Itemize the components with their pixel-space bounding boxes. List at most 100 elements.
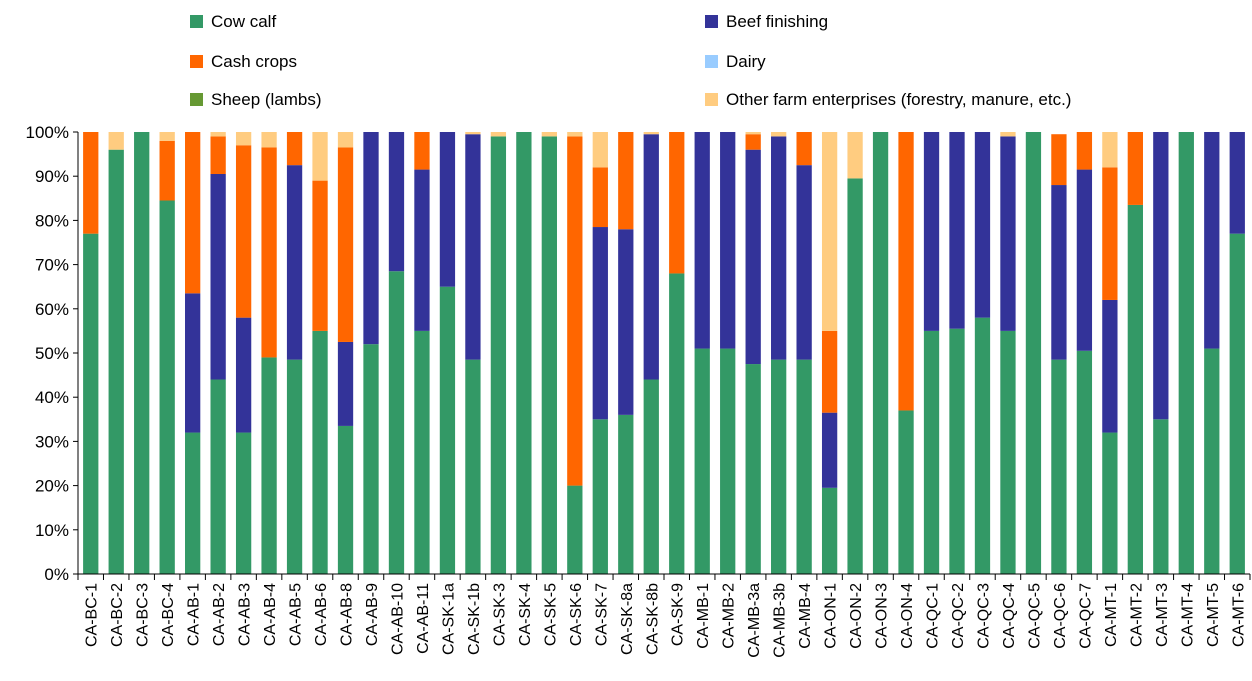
x-tick-label: CA-BC-2 [109, 583, 126, 647]
bar-segment-other-farm-enterprises [337, 132, 354, 148]
bar-group-ca-sk-3 [490, 132, 507, 575]
x-tick-label: CA-MT-4 [1179, 583, 1196, 647]
x-tick-label: CA-AB-5 [288, 583, 305, 646]
x-tick-label: CA-MT-6 [1230, 583, 1247, 647]
bar-segment-cash-crops [312, 180, 328, 331]
x-tick-label: CA-AB-11 [415, 583, 432, 654]
bar-segment-cash-crops [235, 145, 252, 318]
bar-segment-cow-calf [1076, 350, 1093, 574]
bar-segment-beef-finishing [337, 341, 354, 426]
bar-segment-cash-crops [185, 132, 201, 294]
legend-label: Sheep (lambs) [211, 90, 322, 109]
bar-segment-cow-calf [771, 359, 787, 574]
x-tick-label: CA-MB-1 [695, 583, 712, 649]
bar-segment-other-farm-enterprises [108, 132, 124, 150]
bar-segment-beef-finishing [235, 317, 252, 433]
bar-segment-beef-finishing [210, 173, 226, 380]
x-tick-label: CA-SK-8a [619, 583, 636, 655]
bar-segment-cow-calf [337, 425, 354, 574]
bar-segment-cow-calf [643, 379, 659, 574]
bar-group-ca-mb-2 [720, 132, 736, 574]
x-tick-label: CA-QC-7 [1077, 583, 1094, 649]
x-tick-label: CA-QC-6 [1052, 583, 1069, 649]
bar-segment-cow-calf [312, 330, 328, 574]
bar-segment-beef-finishing [720, 132, 736, 349]
legend-swatch [190, 93, 203, 106]
bar-segment-cow-calf [235, 432, 252, 574]
bar-segment-beef-finishing [1204, 132, 1220, 349]
bar-segment-cow-calf [516, 132, 532, 574]
bar-segment-cash-crops [618, 132, 634, 230]
bar-segment-other-farm-enterprises [159, 132, 175, 141]
bar-group-ca-mt-2 [1127, 132, 1143, 574]
bar-group-ca-bc-2 [108, 132, 124, 574]
bar-segment-cow-calf [541, 136, 557, 575]
bar-group-ca-sk-4 [516, 132, 532, 574]
bar-segment-beef-finishing [414, 169, 430, 331]
x-tick-label: CA-ON-3 [874, 583, 891, 649]
bar-group-ca-on-4 [898, 132, 914, 574]
bar-group-ca-qc-5 [1025, 132, 1042, 574]
bar-group-ca-ab-10 [388, 132, 405, 574]
y-tick-label: 100% [26, 123, 69, 142]
bar-group-ca-ab-3 [235, 132, 252, 574]
x-tick-label: CA-AB-9 [364, 583, 381, 646]
bar-group-ca-sk-8b [643, 132, 659, 574]
bar-group-ca-mt-4 [1178, 132, 1194, 574]
bar-segment-beef-finishing [694, 132, 710, 349]
bar-segment-beef-finishing [643, 134, 659, 380]
bar-segment-beef-finishing [592, 227, 608, 420]
legend-label: Dairy [726, 52, 766, 71]
bar-segment-beef-finishing [923, 132, 940, 331]
x-tick-label: CA-SK-4 [517, 583, 534, 646]
x-tick-label: CA-SK-6 [568, 583, 585, 646]
x-tick-label: CA-MB-3b [772, 583, 789, 658]
bar-group-ca-sk-7 [592, 132, 608, 574]
bar-segment-cow-calf [439, 286, 456, 574]
bar-segment-beef-finishing [796, 165, 812, 360]
x-tick-label: CA-MT-2 [1128, 583, 1145, 647]
bar-group-ca-ab-11 [414, 132, 430, 574]
bar-segment-cow-calf [465, 359, 481, 574]
bar-segment-beef-finishing [1153, 132, 1169, 420]
bar-segment-other-farm-enterprises [771, 132, 787, 137]
bar-segment-cow-calf [185, 432, 201, 574]
bar-group-ca-on-3 [872, 132, 889, 574]
bar-segment-cow-calf [923, 330, 940, 574]
y-tick-label: 0% [44, 565, 69, 584]
bar-segment-cow-calf [1178, 132, 1194, 574]
bar-group-ca-qc-1 [923, 132, 940, 574]
bar-segment-other-farm-enterprises [465, 132, 481, 135]
bar-group-ca-on-1 [821, 132, 838, 574]
bar-group-ca-bc-3 [134, 132, 150, 574]
y-tick-label: 20% [35, 477, 69, 496]
bar-segment-other-farm-enterprises [1102, 132, 1118, 168]
bar-group-ca-qc-3 [974, 132, 991, 574]
y-tick-label: 10% [35, 521, 69, 540]
x-tick-label: CA-BC-4 [160, 583, 177, 647]
legend-label: Beef finishing [726, 12, 828, 31]
x-tick-label: CA-AB-8 [339, 583, 356, 646]
bar-segment-cash-crops [898, 132, 914, 411]
bar-group-ca-mt-5 [1204, 132, 1220, 574]
bar-group-ca-mb-3a [745, 132, 761, 574]
y-tick-label: 30% [35, 432, 69, 451]
legend-swatch [705, 55, 718, 68]
x-tick-label: CA-AB-4 [262, 583, 279, 646]
legend-swatch [190, 55, 203, 68]
x-tick-label: CA-SK-5 [542, 583, 559, 646]
bar-segment-cow-calf [1102, 432, 1118, 574]
x-tick-label: CA-SK-7 [593, 583, 610, 646]
bar-group-ca-qc-6 [1051, 134, 1067, 574]
bar-segment-other-farm-enterprises [312, 132, 328, 181]
bar-segment-cash-crops [1051, 134, 1067, 186]
bar-group-ca-mt-1 [1102, 132, 1118, 574]
x-tick-label: CA-QC-1 [925, 583, 942, 649]
legend-label: Cash crops [211, 52, 297, 71]
x-tick-label: CA-SK-1b [466, 583, 483, 655]
bar-segment-beef-finishing [286, 165, 303, 360]
x-tick-label: CA-ON-1 [823, 583, 840, 649]
bar-segment-cash-crops [414, 132, 430, 170]
bar-segment-cow-calf [83, 233, 99, 574]
bar-group-ca-mb-1 [694, 132, 710, 574]
